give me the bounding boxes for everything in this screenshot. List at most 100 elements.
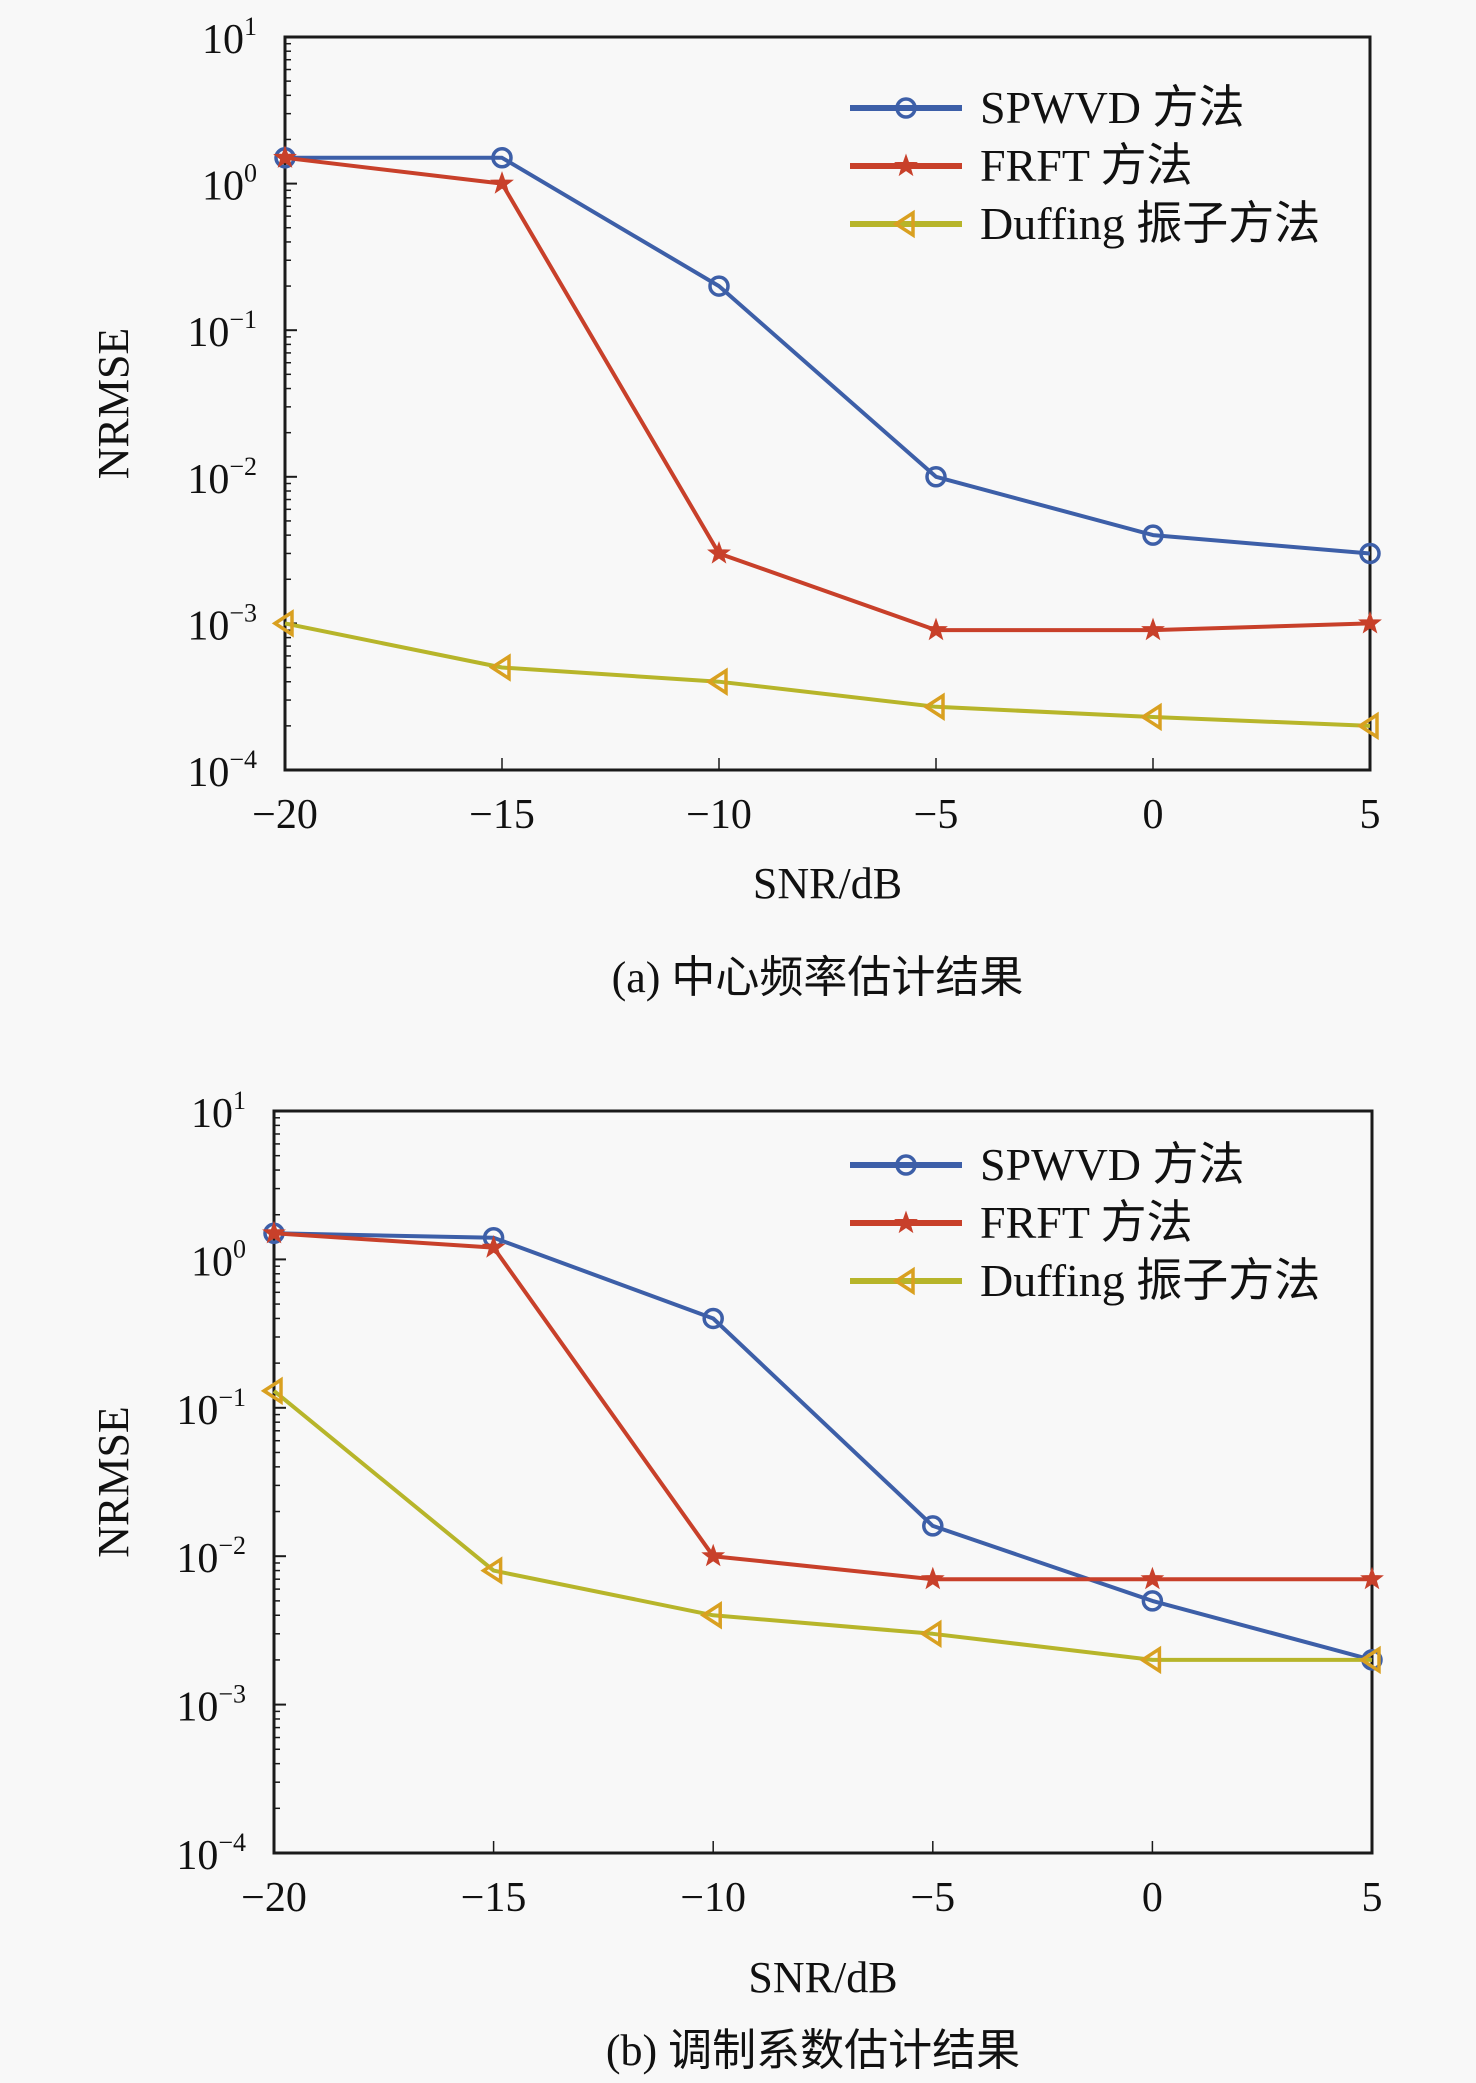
series-line [273, 1231, 1373, 1662]
y-axis-title: NRMSE [89, 1406, 138, 1558]
data-point-marker [920, 1566, 945, 1590]
data-point-marker [708, 275, 730, 297]
y-tick-exponent: −4 [218, 1828, 246, 1857]
data-point-marker [1140, 1566, 1165, 1590]
y-tick-label: 100 [202, 159, 257, 210]
x-tick-label: −10 [686, 792, 752, 838]
y-tick-base: 10 [176, 1536, 218, 1582]
figure-caption: (b) 调制系数估计结果 [606, 2026, 1020, 2075]
x-axis-title: SNR/dB [748, 1953, 897, 2002]
y-tick-exponent: −4 [229, 745, 257, 774]
data-point-marker [701, 1543, 726, 1567]
data-point-marker [919, 1619, 942, 1649]
series-star [273, 145, 1382, 641]
x-tick-label: −20 [241, 1875, 307, 1921]
y-tick-exponent: 0 [233, 1234, 246, 1263]
x-tick-label: −20 [252, 792, 318, 838]
data-point-marker [480, 1556, 503, 1585]
data-point-marker [1139, 702, 1162, 732]
data-point-marker [481, 1235, 506, 1258]
y-tick-exponent: 1 [244, 12, 257, 41]
series-line [273, 1231, 1372, 1582]
series-line [272, 1389, 1372, 1662]
legend-marker [894, 153, 918, 177]
data-point-marker [1360, 1566, 1384, 1590]
legend-marker [895, 97, 917, 119]
legend-label: Duffing 振子方法 [980, 1255, 1320, 1306]
data-point-marker [262, 1220, 286, 1244]
y-tick-label: 10−3 [187, 598, 257, 649]
y-tick-base: 10 [187, 603, 229, 649]
plot-frame [283, 35, 1372, 772]
y-tick-base: 10 [176, 1685, 218, 1731]
figure-caption: (a) 中心频率估计结果 [612, 953, 1024, 1002]
x-tick-label: 0 [1143, 792, 1164, 838]
plot-frame [272, 1109, 1374, 1855]
y-tick-label: 10−1 [176, 1383, 246, 1434]
y-tick-exponent: −1 [229, 305, 257, 334]
data-point-marker [1359, 542, 1381, 565]
y-tick-label: 10−2 [176, 1531, 246, 1582]
y-tick-exponent: −3 [218, 1680, 246, 1709]
x-tick-label: −15 [469, 792, 535, 838]
x-tick-label: −10 [680, 1875, 746, 1921]
series-circle [263, 1222, 1383, 1671]
y-tick-label: 10−1 [187, 305, 257, 356]
y-tick-exponent: −3 [229, 598, 257, 627]
legend-label: SPWVD 方法 [980, 1139, 1245, 1190]
data-point-marker [925, 466, 947, 488]
series-line [284, 155, 1371, 633]
data-point-marker [702, 1307, 724, 1330]
x-tick-label: 0 [1142, 1875, 1163, 1921]
data-point-marker [699, 1601, 722, 1630]
legend-marker [892, 209, 915, 239]
y-tick-label: 10−2 [187, 452, 257, 503]
x-tick-label: −15 [461, 1875, 527, 1921]
y-tick-base: 10 [202, 17, 244, 63]
y-tick-exponent: −1 [218, 1383, 246, 1412]
data-point-marker [924, 617, 948, 641]
data-point-marker [1139, 1645, 1162, 1675]
series-line [284, 621, 1371, 728]
data-point-marker [1358, 610, 1382, 634]
legend-marker [892, 1266, 915, 1296]
y-tick-base: 10 [187, 310, 229, 356]
data-point-marker [705, 667, 728, 696]
y-tick-label: 101 [202, 12, 257, 63]
legend-label: FRFT 方法 [980, 1197, 1193, 1248]
data-point-marker [1356, 711, 1379, 741]
data-point-marker [273, 145, 297, 168]
series-circle [274, 147, 1381, 565]
y-tick-base: 10 [176, 1388, 218, 1434]
y-tick-exponent: −2 [218, 1531, 246, 1560]
legend-marker [895, 1154, 917, 1176]
legend-marker [894, 1210, 918, 1234]
y-tick-exponent: 1 [233, 1086, 246, 1115]
data-point-marker [1142, 524, 1164, 546]
y-tick-label: 101 [191, 1086, 246, 1137]
y-tick-base: 10 [191, 1091, 233, 1137]
x-tick-label: −5 [910, 1875, 955, 1921]
series-triangle-left [271, 609, 1379, 741]
y-tick-label: 10−4 [187, 745, 257, 796]
x-tick-label: −5 [914, 792, 959, 838]
y-tick-label: 10−4 [176, 1828, 246, 1879]
legend: SPWVD 方法 FRFT 方法 Duffing 振子方法 [850, 1139, 1320, 1306]
legend-label: FRFT 方法 [980, 140, 1193, 191]
y-tick-base: 10 [176, 1833, 218, 1879]
legend-label: SPWVD 方法 [980, 82, 1245, 133]
x-tick-label: 5 [1360, 792, 1381, 838]
data-point-marker [1141, 1590, 1164, 1612]
data-point-marker [922, 1515, 944, 1537]
series-star [262, 1220, 1384, 1590]
x-tick-label: 5 [1362, 1875, 1383, 1921]
data-point-marker [922, 692, 945, 721]
y-tick-base: 10 [191, 1239, 233, 1285]
data-point-marker [707, 541, 731, 564]
legend: SPWVD 方法 FRFT 方法 Duffing 振子方法 [850, 82, 1320, 249]
y-tick-exponent: −2 [229, 452, 257, 481]
y-tick-base: 10 [187, 457, 229, 503]
y-tick-label: 100 [191, 1234, 246, 1285]
